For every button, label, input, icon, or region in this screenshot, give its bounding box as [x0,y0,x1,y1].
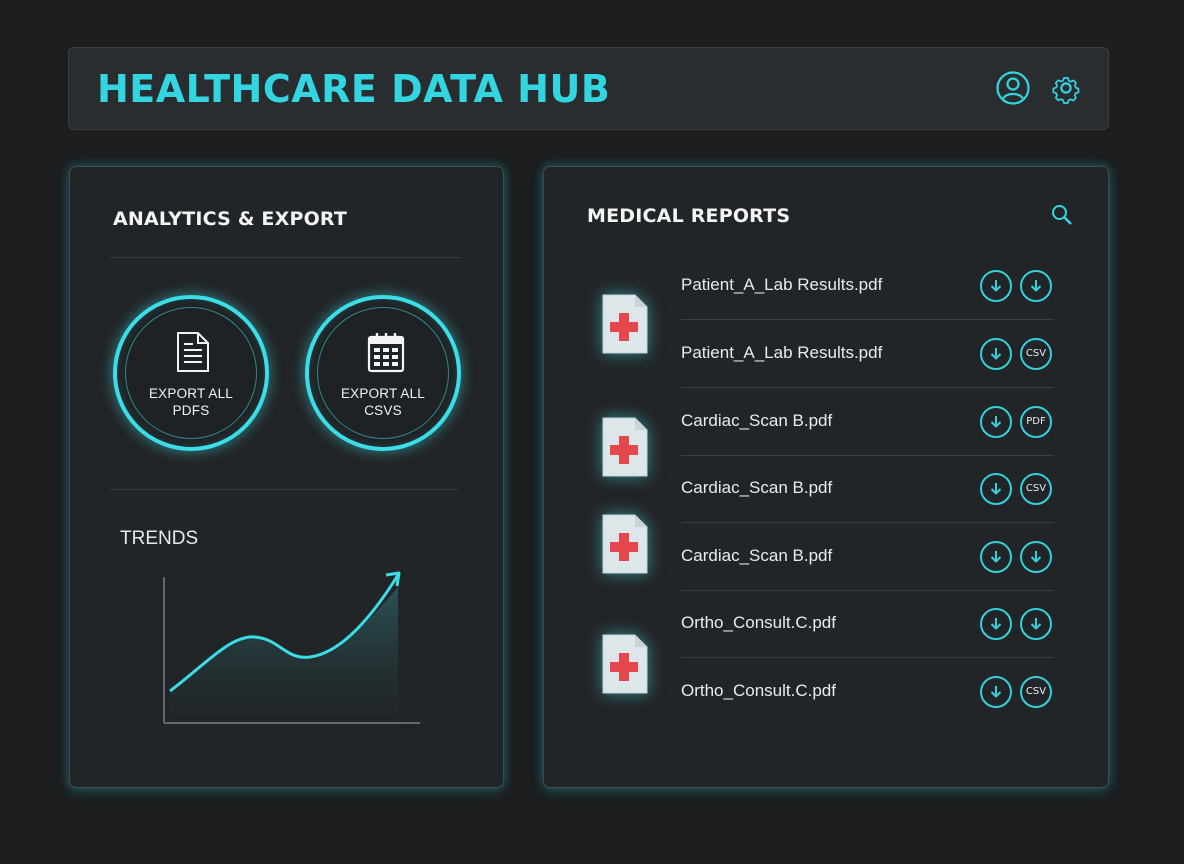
report-row: Cardiac_Scan B.pdf [681,524,1054,591]
report-filename[interactable]: Cardiac_Scan B.pdf [681,478,833,497]
report-filename[interactable]: Patient_A_Lab Results.pdf [681,275,883,294]
divider [110,257,460,258]
export-format-label: CSV [1025,483,1047,494]
report-filename[interactable]: Cardiac_Scan B.pdf [681,546,833,565]
trend-area [170,587,398,723]
download-icon[interactable] [980,608,1012,640]
report-filename[interactable]: Ortho_Consult.C.pdf [681,613,836,632]
export-all-pdfs-button[interactable]: EXPORT ALL PDFS [113,295,269,451]
report-row: Cardiac_Scan B.pdf CSV [681,456,1054,523]
download-icon[interactable] [980,473,1012,505]
medical-file-icon [601,633,649,695]
download-icon[interactable] [1020,541,1052,573]
export-pdfs-label: EXPORT ALL PDFS [148,386,234,418]
export-format-label: PDF [1026,416,1046,427]
medical-file-icon [601,416,649,478]
download-icon[interactable] [980,676,1012,708]
analytics-title: ANALYTICS & EXPORT [113,208,348,230]
download-icon[interactable] [1020,608,1052,640]
report-filename[interactable]: Ortho_Consult.C.pdf [681,681,836,700]
gear-icon[interactable] [1048,70,1084,106]
export-csv-button[interactable]: CSV [1020,338,1052,370]
report-row: Ortho_Consult.C.pdf CSV [681,659,1054,726]
analytics-panel: ANALYTICS & EXPORT EXPORT ALL PDFS [69,166,504,788]
trend-arrow-head [385,571,401,587]
report-filename[interactable]: Patient_A_Lab Results.pdf [681,343,883,362]
export-csv-button[interactable]: CSV [1020,676,1052,708]
trend-line [169,574,400,693]
report-row: Ortho_Consult.C.pdf [681,591,1054,658]
export-csv-button[interactable]: CSV [1020,473,1052,505]
report-filename[interactable]: Cardiac_Scan B.pdf [681,411,833,430]
user-icon[interactable] [995,70,1031,106]
app-title: HEALTHCARE DATA HUB [97,67,611,111]
trends-label: TRENDS [120,528,199,549]
search-icon[interactable] [1050,203,1074,227]
export-pdf-button[interactable]: PDF [1020,406,1052,438]
export-format-label: CSV [1025,686,1047,697]
report-row: Patient_A_Lab Results.pdf CSV [681,321,1054,388]
medical-file-icon [601,513,649,575]
document-icon [175,331,211,373]
download-icon[interactable] [980,406,1012,438]
divider [110,489,458,490]
report-row: Patient_A_Lab Results.pdf [681,253,1054,320]
download-icon[interactable] [980,270,1012,302]
medical-reports-panel: MEDICAL REPORTS Patient_A_Lab Results.pd… [543,166,1109,788]
report-row: Cardiac_Scan B.pdf PDF [681,389,1054,456]
trend-chart [150,565,440,735]
reports-title: MEDICAL REPORTS [587,205,791,227]
app-header: HEALTHCARE DATA HUB [68,47,1109,130]
medical-file-icon [601,293,649,355]
download-icon[interactable] [980,338,1012,370]
export-all-csvs-button[interactable]: EXPORT ALL CSVS [305,295,461,451]
calendar-icon [367,331,405,373]
export-csvs-label: EXPORT ALL CSVS [340,386,426,418]
export-format-label: CSV [1025,348,1047,359]
download-icon[interactable] [1020,270,1052,302]
download-icon[interactable] [980,541,1012,573]
